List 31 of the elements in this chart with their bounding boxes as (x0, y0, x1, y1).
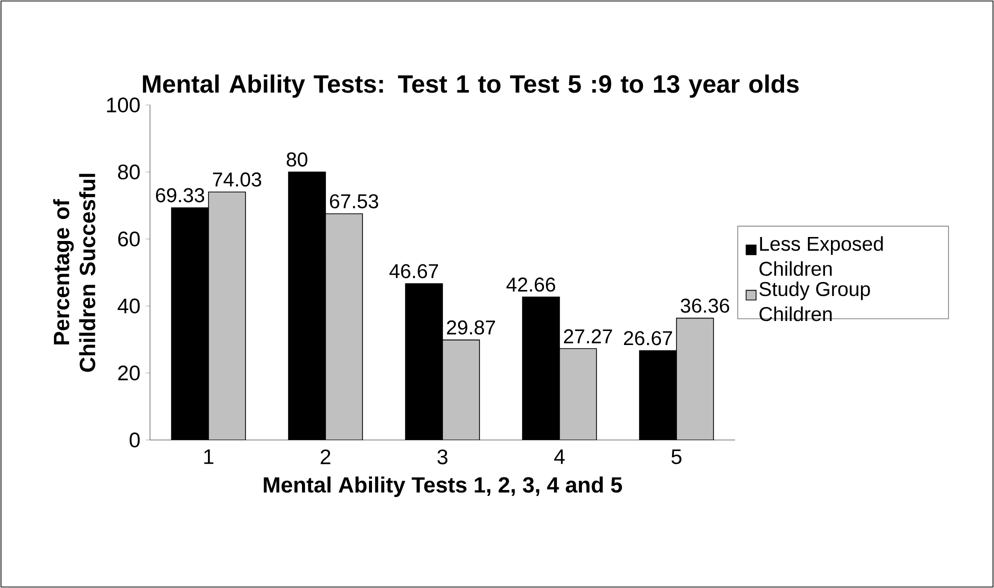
x-tick-label: 3 (437, 449, 448, 464)
y-tick-label: 60 (118, 232, 140, 246)
y-tick-label: 100 (107, 98, 140, 112)
data-label: 46.67 (389, 264, 438, 278)
bar (442, 340, 480, 440)
data-label: 36.36 (680, 298, 730, 313)
data-label: 42.66 (506, 278, 556, 292)
bar (325, 213, 363, 440)
data-label: 67.53 (330, 194, 378, 208)
data-label: 80 (286, 152, 308, 167)
y-tick-label: 20 (118, 366, 140, 380)
x-tick-label: 5 (672, 449, 682, 464)
y-axis-title: Percentage of Children Succesful (53, 174, 96, 372)
x-axis-title: Mental Ability Tests 1, 2, 3, 4 and 5 (264, 476, 622, 498)
y-tick-label: 0 (130, 432, 140, 448)
bar (676, 318, 714, 440)
chart-title: Mental Ability Tests: Test 1 to Test 5 :9 to 13 year olds (142, 74, 799, 98)
y-tick-label: 80 (118, 164, 140, 180)
data-label: 27.27 (564, 329, 612, 344)
x-tick-label: 4 (554, 449, 565, 464)
y-tick-label: 40 (118, 298, 140, 314)
data-label: 26.67 (624, 331, 672, 346)
x-tick-label: 1 (204, 449, 214, 464)
data-label: 29.87 (446, 320, 496, 335)
data-label: 74.03 (213, 172, 262, 187)
legend-label: Less Exposed Children (760, 236, 883, 276)
x-tick-label: 2 (320, 449, 330, 464)
legend-label: Study Group Children (759, 281, 870, 322)
bar (208, 192, 246, 440)
bar (559, 348, 597, 440)
data-label: 69.33 (156, 188, 204, 202)
